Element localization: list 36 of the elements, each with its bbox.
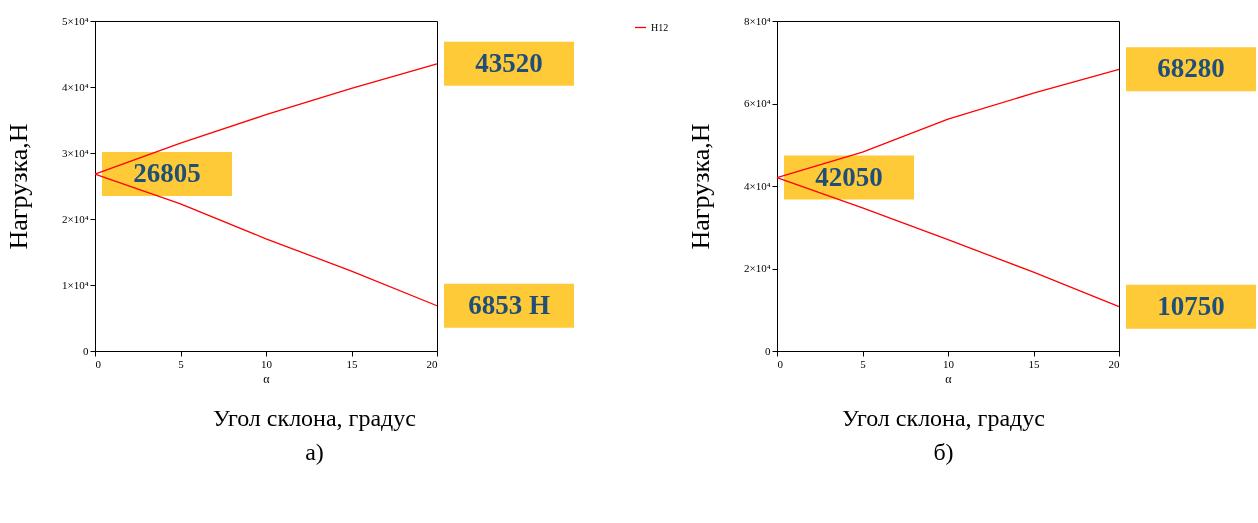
x-tick-label: 0	[777, 357, 784, 370]
text: Угол склона, градус	[841, 404, 1046, 433]
y-tick-label: 6×10⁴	[743, 97, 771, 109]
y-tick-label: 2×10⁴	[61, 212, 89, 225]
y-tick-label: 0	[83, 344, 89, 357]
data-label: 6853 Н	[468, 289, 550, 320]
x-tick-label: 10	[261, 357, 273, 370]
data-label: 26805	[133, 158, 201, 189]
x-tick-label: 5	[178, 357, 185, 370]
y-tick-label: 4×10⁴	[61, 80, 89, 93]
y-tick-label: 5×10⁴	[61, 14, 89, 27]
text: б)	[932, 438, 955, 467]
x-tick-label: 20	[1108, 357, 1120, 370]
x-tick-label: 5	[860, 357, 867, 370]
x-axis-title: α	[945, 371, 953, 386]
legend-label: H12	[651, 21, 669, 33]
x-tick-label: 20	[426, 357, 438, 370]
x-tick-label: 0	[95, 357, 102, 370]
data-label: 42050	[815, 161, 883, 192]
x-axis-title: α	[263, 371, 271, 386]
y-tick-label: 3×10⁴	[61, 146, 89, 159]
data-label: 10750	[1157, 290, 1225, 321]
y-tick-label: 4×10⁴	[743, 179, 771, 192]
data-label: 43520	[475, 47, 543, 78]
text: Угол склона, градус	[212, 404, 417, 433]
y-tick-label: 8×10⁴	[743, 14, 771, 27]
text: а)	[304, 438, 325, 467]
y-tick-label: 1×10⁴	[61, 278, 89, 291]
y-tick-label: 2×10⁴	[743, 262, 771, 274]
x-tick-label: 15	[1028, 357, 1040, 370]
y-tick-label: 0	[765, 344, 771, 357]
x-tick-label: 15	[346, 357, 358, 370]
x-tick-label: 10	[943, 357, 955, 370]
y-axis-title: Нагрузка,Н	[685, 123, 715, 250]
y-axis-title: Нагрузка,Н	[3, 123, 33, 250]
data-label: 68280	[1157, 53, 1225, 84]
